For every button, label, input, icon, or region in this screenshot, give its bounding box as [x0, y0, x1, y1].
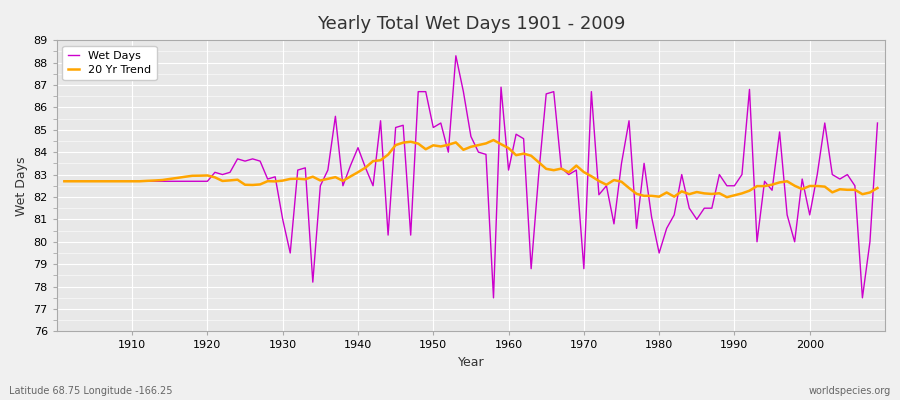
20 Yr Trend: [330, 175, 341, 180]
Text: Latitude 68.75 Longitude -166.25: Latitude 68.75 Longitude -166.25: [9, 386, 173, 396]
Wet Days: [451, 53, 462, 58]
Wet Days: [510, 132, 521, 137]
Wet Days: [518, 136, 529, 141]
Wet Days: [330, 114, 341, 119]
Wet Days: [608, 222, 619, 226]
20 Yr Trend: [284, 176, 295, 181]
Wet Days: [119, 179, 130, 184]
Text: worldspecies.org: worldspecies.org: [809, 386, 891, 396]
20 Yr Trend: [872, 186, 883, 190]
X-axis label: Year: Year: [457, 356, 484, 369]
20 Yr Trend: [722, 195, 733, 200]
Legend: Wet Days, 20 Yr Trend: Wet Days, 20 Yr Trend: [62, 46, 157, 80]
Wet Days: [872, 121, 883, 126]
Wet Days: [59, 179, 70, 184]
20 Yr Trend: [119, 179, 130, 184]
Wet Days: [488, 296, 499, 300]
20 Yr Trend: [601, 182, 612, 187]
Line: 20 Yr Trend: 20 Yr Trend: [65, 140, 878, 197]
20 Yr Trend: [59, 179, 70, 184]
20 Yr Trend: [503, 146, 514, 150]
Line: Wet Days: Wet Days: [65, 56, 878, 298]
Y-axis label: Wet Days: Wet Days: [15, 156, 28, 216]
20 Yr Trend: [510, 153, 521, 158]
Title: Yearly Total Wet Days 1901 - 2009: Yearly Total Wet Days 1901 - 2009: [317, 15, 626, 33]
Wet Days: [284, 250, 295, 255]
20 Yr Trend: [488, 138, 499, 142]
